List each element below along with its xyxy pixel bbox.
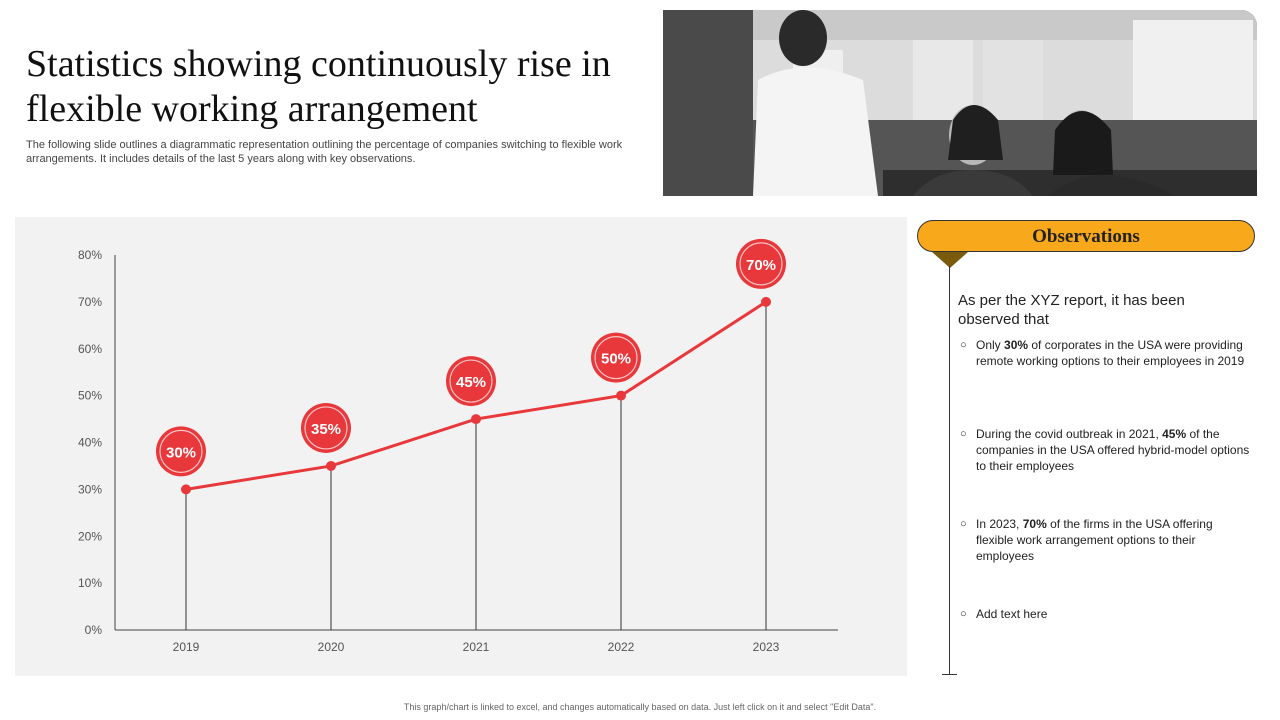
circle-bullet-icon: ○	[960, 339, 967, 351]
bubble-ring	[594, 336, 638, 380]
bubble-circle	[156, 426, 206, 477]
data-label-bubble: 45%	[446, 356, 496, 407]
observations-intro: As per the XYZ report, it has been obser…	[958, 292, 1185, 328]
data-label-bubble: 35%	[301, 402, 351, 453]
bubble-circle	[736, 238, 786, 289]
observation-text: During the covid outbreak in 2021, 45% o…	[976, 427, 1250, 473]
bubble-circle	[591, 332, 641, 383]
observation-text: Only 30% of corporates in the USA were p…	[976, 338, 1245, 368]
office-team-photo	[663, 10, 1257, 196]
line-chart: 0% 10% 20% 30% 40% 50% 60% 70% 80% 2019 2020 2021 20…	[78, 238, 838, 654]
circle-bullet-icon: ○	[960, 608, 967, 620]
bubble-circle	[446, 356, 496, 407]
data-label-bubble: 30%	[156, 426, 206, 477]
observation-item: ○ In 2023, 70% of the firms in the USA o…	[960, 516, 1250, 564]
chart-panel: 0% 10% 20% 30% 40% 50% 60% 70% 80% 2019 2020 2021 20…	[15, 217, 907, 676]
data-label: 50%	[601, 351, 631, 368]
observation-text: In 2023, 70% of the firms in the USA off…	[976, 517, 1213, 563]
y-tick-label: 80%	[78, 248, 102, 262]
footer-note: This graph/chart is linked to excel, and…	[403, 702, 877, 712]
data-point	[326, 460, 336, 471]
y-tick-label: 20%	[78, 529, 102, 543]
x-tick-label: 2022	[608, 640, 635, 654]
data-point	[471, 414, 481, 425]
data-label: 35%	[311, 421, 341, 438]
data-label-bubble: 50%	[591, 332, 641, 383]
observations-header: Observations	[917, 220, 1255, 252]
circle-bullet-icon: ○	[960, 428, 967, 440]
observations-timeline-end	[942, 674, 957, 675]
y-tick-label: 40%	[78, 436, 102, 450]
bubble-ring	[159, 429, 203, 473]
y-tick-label: 70%	[78, 295, 102, 309]
data-label: 30%	[166, 444, 196, 461]
y-tick-label: 60%	[78, 342, 102, 356]
x-tick-label: 2023	[753, 640, 780, 654]
x-tick-label: 2020	[318, 640, 345, 654]
bubble-ring	[449, 359, 493, 403]
observation-item: ○ Add text here	[960, 606, 1250, 622]
data-point	[181, 484, 191, 495]
y-tick-label: 30%	[78, 482, 102, 496]
slide-title: Statistics showing continuously rise in …	[26, 43, 611, 130]
y-tick-label: 0%	[85, 623, 103, 637]
bubble-ring	[304, 406, 348, 450]
data-point	[761, 296, 771, 307]
observation-item: ○ During the covid outbreak in 2021, 45%…	[960, 426, 1250, 474]
x-tick-label: 2019	[173, 640, 200, 654]
data-point	[616, 390, 626, 401]
data-label: 45%	[456, 374, 486, 391]
x-tick-label: 2021	[463, 640, 490, 654]
y-tick-label: 10%	[78, 576, 102, 590]
data-label: 70%	[746, 257, 776, 274]
observation-text: Add text here	[976, 607, 1048, 621]
circle-bullet-icon: ○	[960, 518, 967, 530]
bubble-circle	[301, 402, 351, 453]
observations-timeline	[949, 266, 950, 674]
observations-pointer	[932, 252, 968, 268]
data-label-bubble: 70%	[736, 238, 786, 289]
slide-subtitle: The following slide outlines a diagramma…	[26, 139, 623, 165]
bubble-ring	[739, 242, 783, 286]
observation-item: ○ Only 30% of corporates in the USA were…	[960, 337, 1250, 369]
y-tick-label: 50%	[78, 389, 102, 403]
